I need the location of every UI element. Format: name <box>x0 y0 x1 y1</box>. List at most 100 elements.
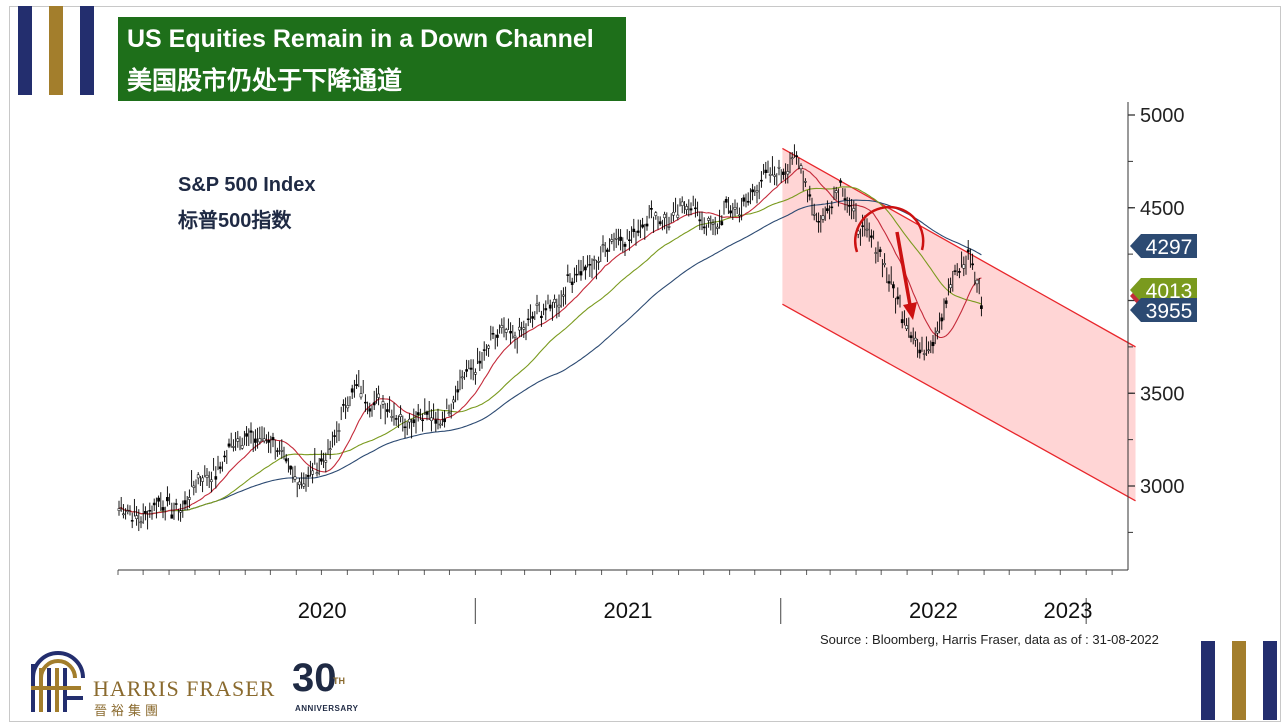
price-candle <box>500 325 504 328</box>
price-candle <box>465 369 468 372</box>
price-candle <box>575 273 578 276</box>
price-candle <box>544 308 548 311</box>
price-candle <box>298 481 301 486</box>
y-tick-label: 5000 <box>1140 105 1185 127</box>
price-candle <box>738 214 741 217</box>
price-candle <box>821 215 825 220</box>
price-candle <box>447 412 451 415</box>
price-candle <box>438 423 442 426</box>
price-candle <box>953 270 957 272</box>
price-candle <box>245 433 248 437</box>
price-candle <box>280 450 284 452</box>
price-candle <box>878 249 882 252</box>
price-candle <box>570 281 574 285</box>
price-candle <box>944 300 948 304</box>
price-candle <box>355 384 358 387</box>
price-candle <box>685 206 688 210</box>
anniversary-text: ANNIVERSARY <box>295 704 359 713</box>
price-candle <box>174 503 178 505</box>
price-candle <box>170 514 174 519</box>
price-candle <box>632 228 636 232</box>
price-candle <box>214 476 218 480</box>
price-candle <box>711 222 715 225</box>
price-candle <box>887 281 891 284</box>
price-candle <box>861 225 864 227</box>
price-candle <box>795 155 798 158</box>
price-candle <box>192 485 196 488</box>
price-candle <box>372 402 376 406</box>
price-candle <box>980 305 983 309</box>
price-candle <box>236 438 240 442</box>
price-candle <box>742 197 746 202</box>
price-candle <box>227 443 231 447</box>
price-candle <box>729 210 732 214</box>
logo-name-cn: 晉裕集團 <box>94 704 163 719</box>
price-candle <box>799 165 803 170</box>
chart-title-cn: 美国股市仍处于下降通道 <box>127 67 403 95</box>
price-candle <box>971 263 974 266</box>
price-candle <box>922 353 926 355</box>
price-candle <box>672 212 675 216</box>
last-value-label: 4013 <box>1146 280 1193 303</box>
y-tick-label: 4500 <box>1140 198 1185 220</box>
down-arrow-shaft <box>895 231 912 306</box>
price-candle <box>720 221 724 226</box>
x-tick-label: 2020 <box>298 598 347 623</box>
stripe-navy-3 <box>1201 641 1215 720</box>
price-candle <box>975 279 979 285</box>
price-candle <box>350 388 354 393</box>
price-candle <box>267 439 270 443</box>
price-candle <box>870 235 873 238</box>
ma-mid-line <box>118 186 982 515</box>
price-candle <box>218 466 222 469</box>
x-tick-label: 2023 <box>1044 598 1093 623</box>
x-tick-label: 2022 <box>909 598 958 623</box>
price-candle <box>896 296 900 300</box>
price-candle <box>782 171 785 175</box>
price-candle <box>834 190 838 193</box>
last-value-tag <box>1130 298 1197 322</box>
title-box: US Equities Remain in a Down Channel 美国股… <box>118 17 626 101</box>
chart-title: US Equities Remain in a Down Channel <box>127 25 594 53</box>
price-candle <box>126 510 130 512</box>
price-candle <box>707 218 710 221</box>
price-candle <box>751 189 754 193</box>
price-candle <box>680 201 684 206</box>
price-candle <box>496 334 499 338</box>
price-candle <box>658 221 662 225</box>
price-candle <box>509 330 512 334</box>
price-candle <box>663 214 666 219</box>
price-candle <box>478 360 482 364</box>
price-candle <box>205 474 209 478</box>
price-candle <box>531 316 534 319</box>
price-candle <box>958 271 961 273</box>
price-candle <box>333 435 336 437</box>
price-candle <box>694 207 697 210</box>
price-candle <box>368 408 372 412</box>
price-candle <box>592 259 596 261</box>
price-candle <box>284 458 288 462</box>
ma-short-line <box>118 167 982 515</box>
price-candle <box>306 474 310 477</box>
price-candle <box>139 521 143 524</box>
price-candle <box>302 483 306 487</box>
top-arc-annotation <box>853 205 925 253</box>
price-candle <box>487 345 490 349</box>
price-candle <box>914 337 917 341</box>
price-candle <box>460 376 464 379</box>
price-candle <box>852 208 856 212</box>
price-candle <box>786 171 790 175</box>
price-candle <box>848 205 851 207</box>
price-candle <box>452 399 455 403</box>
price-candle <box>724 199 728 203</box>
price-candle <box>311 470 314 475</box>
price-candle <box>289 465 292 470</box>
anniversary-number: 30 <box>292 656 337 700</box>
price-candle <box>641 224 644 228</box>
price-candle <box>240 445 244 449</box>
price-candle <box>188 497 191 500</box>
price-candle <box>966 249 970 253</box>
logo-name: HARRIS FRASER <box>93 676 276 701</box>
price-candle <box>667 226 671 228</box>
